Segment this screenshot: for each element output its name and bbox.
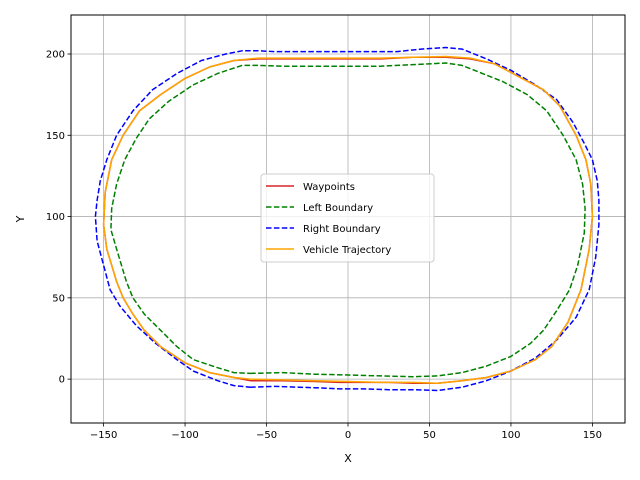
series-layer	[94, 46, 600, 392]
x-tick-label: 100	[501, 430, 520, 441]
y-tick-label: 150	[46, 131, 65, 142]
y-tick-label: 50	[52, 293, 65, 304]
y-tick-label: 0	[59, 375, 65, 386]
x-tick-label: −150	[90, 430, 117, 441]
legend-label-right-boundary: Right Boundary	[303, 224, 381, 235]
y-tick-label: 100	[46, 212, 65, 223]
x-tick-label: 150	[583, 430, 602, 441]
legend-label-left-boundary: Left Boundary	[303, 203, 373, 214]
x-tick-label: −50	[256, 430, 277, 441]
legend: Waypoints Left Boundary Right Boundary Vehi…	[260, 173, 435, 263]
x-tick-label: −100	[171, 430, 198, 441]
series-line-vehicle-trajectory	[102, 55, 594, 384]
legend-box	[260, 173, 435, 263]
legend-label-waypoints: Waypoints	[303, 182, 355, 193]
x-tick-label: 0	[345, 430, 351, 441]
axis-ticks: −150 −100 −50 0 50 100 150 0 50 100 150 200	[46, 50, 602, 441]
x-tick-label: 50	[423, 430, 436, 441]
series-line-left-boundary	[110, 62, 586, 378]
series-line-right-boundary	[94, 46, 600, 392]
y-axis-title: Y	[14, 215, 27, 223]
legend-label-vehicle-trajectory: Vehicle Trajectory	[303, 245, 391, 256]
x-axis-title: X	[344, 452, 352, 465]
y-tick-label: 200	[46, 50, 65, 61]
